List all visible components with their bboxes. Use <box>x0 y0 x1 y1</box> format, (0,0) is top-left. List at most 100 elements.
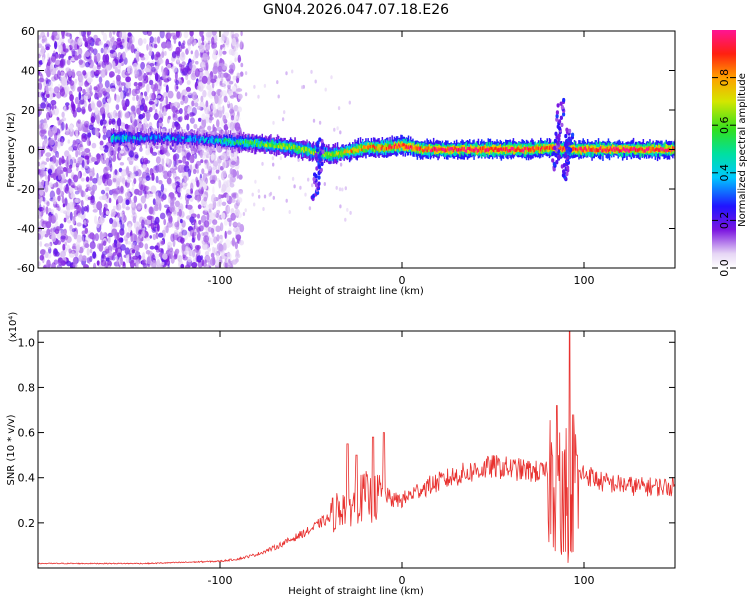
noise-speckle <box>145 249 151 255</box>
noise-speckle <box>254 179 257 184</box>
ridge-cell <box>613 146 615 150</box>
noise-speckle <box>339 204 342 209</box>
noise-speckle <box>171 105 176 113</box>
noise-speckle <box>92 209 98 213</box>
noise-speckle <box>281 117 285 122</box>
noise-speckle <box>47 52 50 60</box>
noise-speckle <box>195 60 199 65</box>
ridge-cell <box>463 146 465 151</box>
ridge-cell <box>333 154 336 158</box>
noise-speckle <box>202 172 207 182</box>
ridge-cell <box>364 145 366 149</box>
ridge-cell <box>220 139 222 144</box>
ridge-cell <box>260 141 262 145</box>
ridge-cell <box>506 147 508 151</box>
noise-speckle <box>143 117 148 126</box>
noise-speckle <box>199 76 202 82</box>
noise-speckle <box>110 87 116 92</box>
ridge-cell <box>541 145 543 154</box>
ridge-cell <box>523 146 526 151</box>
ridge-cell <box>116 135 118 140</box>
ridge-cell <box>222 139 224 143</box>
ridge-cell <box>520 144 522 153</box>
noise-speckle <box>115 94 121 103</box>
noise-speckle <box>125 191 131 199</box>
spur-mark <box>558 119 562 124</box>
ridge-cell <box>641 147 643 151</box>
ridge-cell <box>382 146 385 151</box>
noise-speckle <box>172 121 175 129</box>
noise-speckle <box>87 132 92 138</box>
noise-speckle <box>38 77 45 83</box>
ridge-cell <box>615 146 617 151</box>
ridge-cell <box>597 148 600 153</box>
noise-speckle <box>112 174 118 184</box>
ridge-cell <box>263 141 266 148</box>
ridge-cell <box>130 136 132 140</box>
noise-speckle <box>203 204 210 212</box>
ridge-cell <box>346 149 349 153</box>
ridge-cell <box>526 146 529 151</box>
noise-speckle <box>112 80 116 86</box>
ridge-cell <box>619 149 622 152</box>
noise-speckle <box>162 111 167 117</box>
ridge-cell <box>339 151 341 158</box>
ridge-cell <box>352 147 354 154</box>
ridge-cell <box>298 147 301 154</box>
noise-speckle <box>228 48 234 56</box>
noise-speckle <box>92 251 97 259</box>
noise-speckle <box>236 88 243 92</box>
noise-speckle <box>42 205 46 213</box>
noise-speckle <box>116 242 122 247</box>
spur-mark <box>320 161 324 167</box>
ridge-cell <box>469 148 471 154</box>
noise-speckle <box>145 112 151 119</box>
spur-mark <box>562 169 566 174</box>
noise-speckle <box>96 69 102 75</box>
noise-speckle <box>192 168 197 175</box>
noise-speckle <box>224 230 227 239</box>
ridge-cell <box>650 149 652 153</box>
ridge-cell <box>586 144 589 152</box>
noise-speckle <box>109 71 115 78</box>
ridge-cell <box>649 147 651 153</box>
noise-speckle <box>230 115 235 121</box>
noise-speckle <box>166 177 172 185</box>
noise-speckle <box>77 54 82 59</box>
ridge-cell <box>225 140 227 144</box>
noise-speckle <box>79 31 83 36</box>
noise-speckle <box>206 212 210 221</box>
noise-speckle <box>201 168 205 175</box>
noise-speckle <box>149 92 155 101</box>
noise-speckle <box>152 210 156 216</box>
ridge-cell <box>603 148 605 152</box>
noise-speckle <box>230 153 234 161</box>
ridge-cell <box>503 147 506 152</box>
noise-speckle <box>64 241 67 246</box>
noise-speckle <box>116 74 121 82</box>
noise-speckle <box>212 219 218 225</box>
noise-speckle <box>186 204 193 210</box>
noise-speckle <box>49 241 53 247</box>
noise-speckle <box>210 153 215 161</box>
noise-speckle <box>228 90 233 97</box>
spur-mark <box>565 171 569 177</box>
noise-speckle <box>194 102 199 108</box>
noise-speckle <box>257 94 260 99</box>
noise-speckle <box>113 194 118 201</box>
ridge-cell <box>139 137 141 141</box>
ridge-cell <box>186 134 188 141</box>
noise-speckle <box>98 40 103 46</box>
noise-speckle <box>222 105 225 115</box>
noise-speckle <box>208 31 213 36</box>
noise-speckle <box>154 216 160 225</box>
noise-speckle <box>115 85 119 90</box>
snr-x-label: Height of straight line (km) <box>288 586 424 597</box>
noise-speckle <box>178 208 182 217</box>
ridge-cell <box>426 149 428 153</box>
noise-speckle <box>170 233 175 242</box>
ridge-cell <box>376 147 378 151</box>
ridge-cell <box>294 145 296 153</box>
noise-speckle <box>210 227 215 234</box>
spectrogram-y-label: Frequency (Hz) <box>6 112 17 188</box>
